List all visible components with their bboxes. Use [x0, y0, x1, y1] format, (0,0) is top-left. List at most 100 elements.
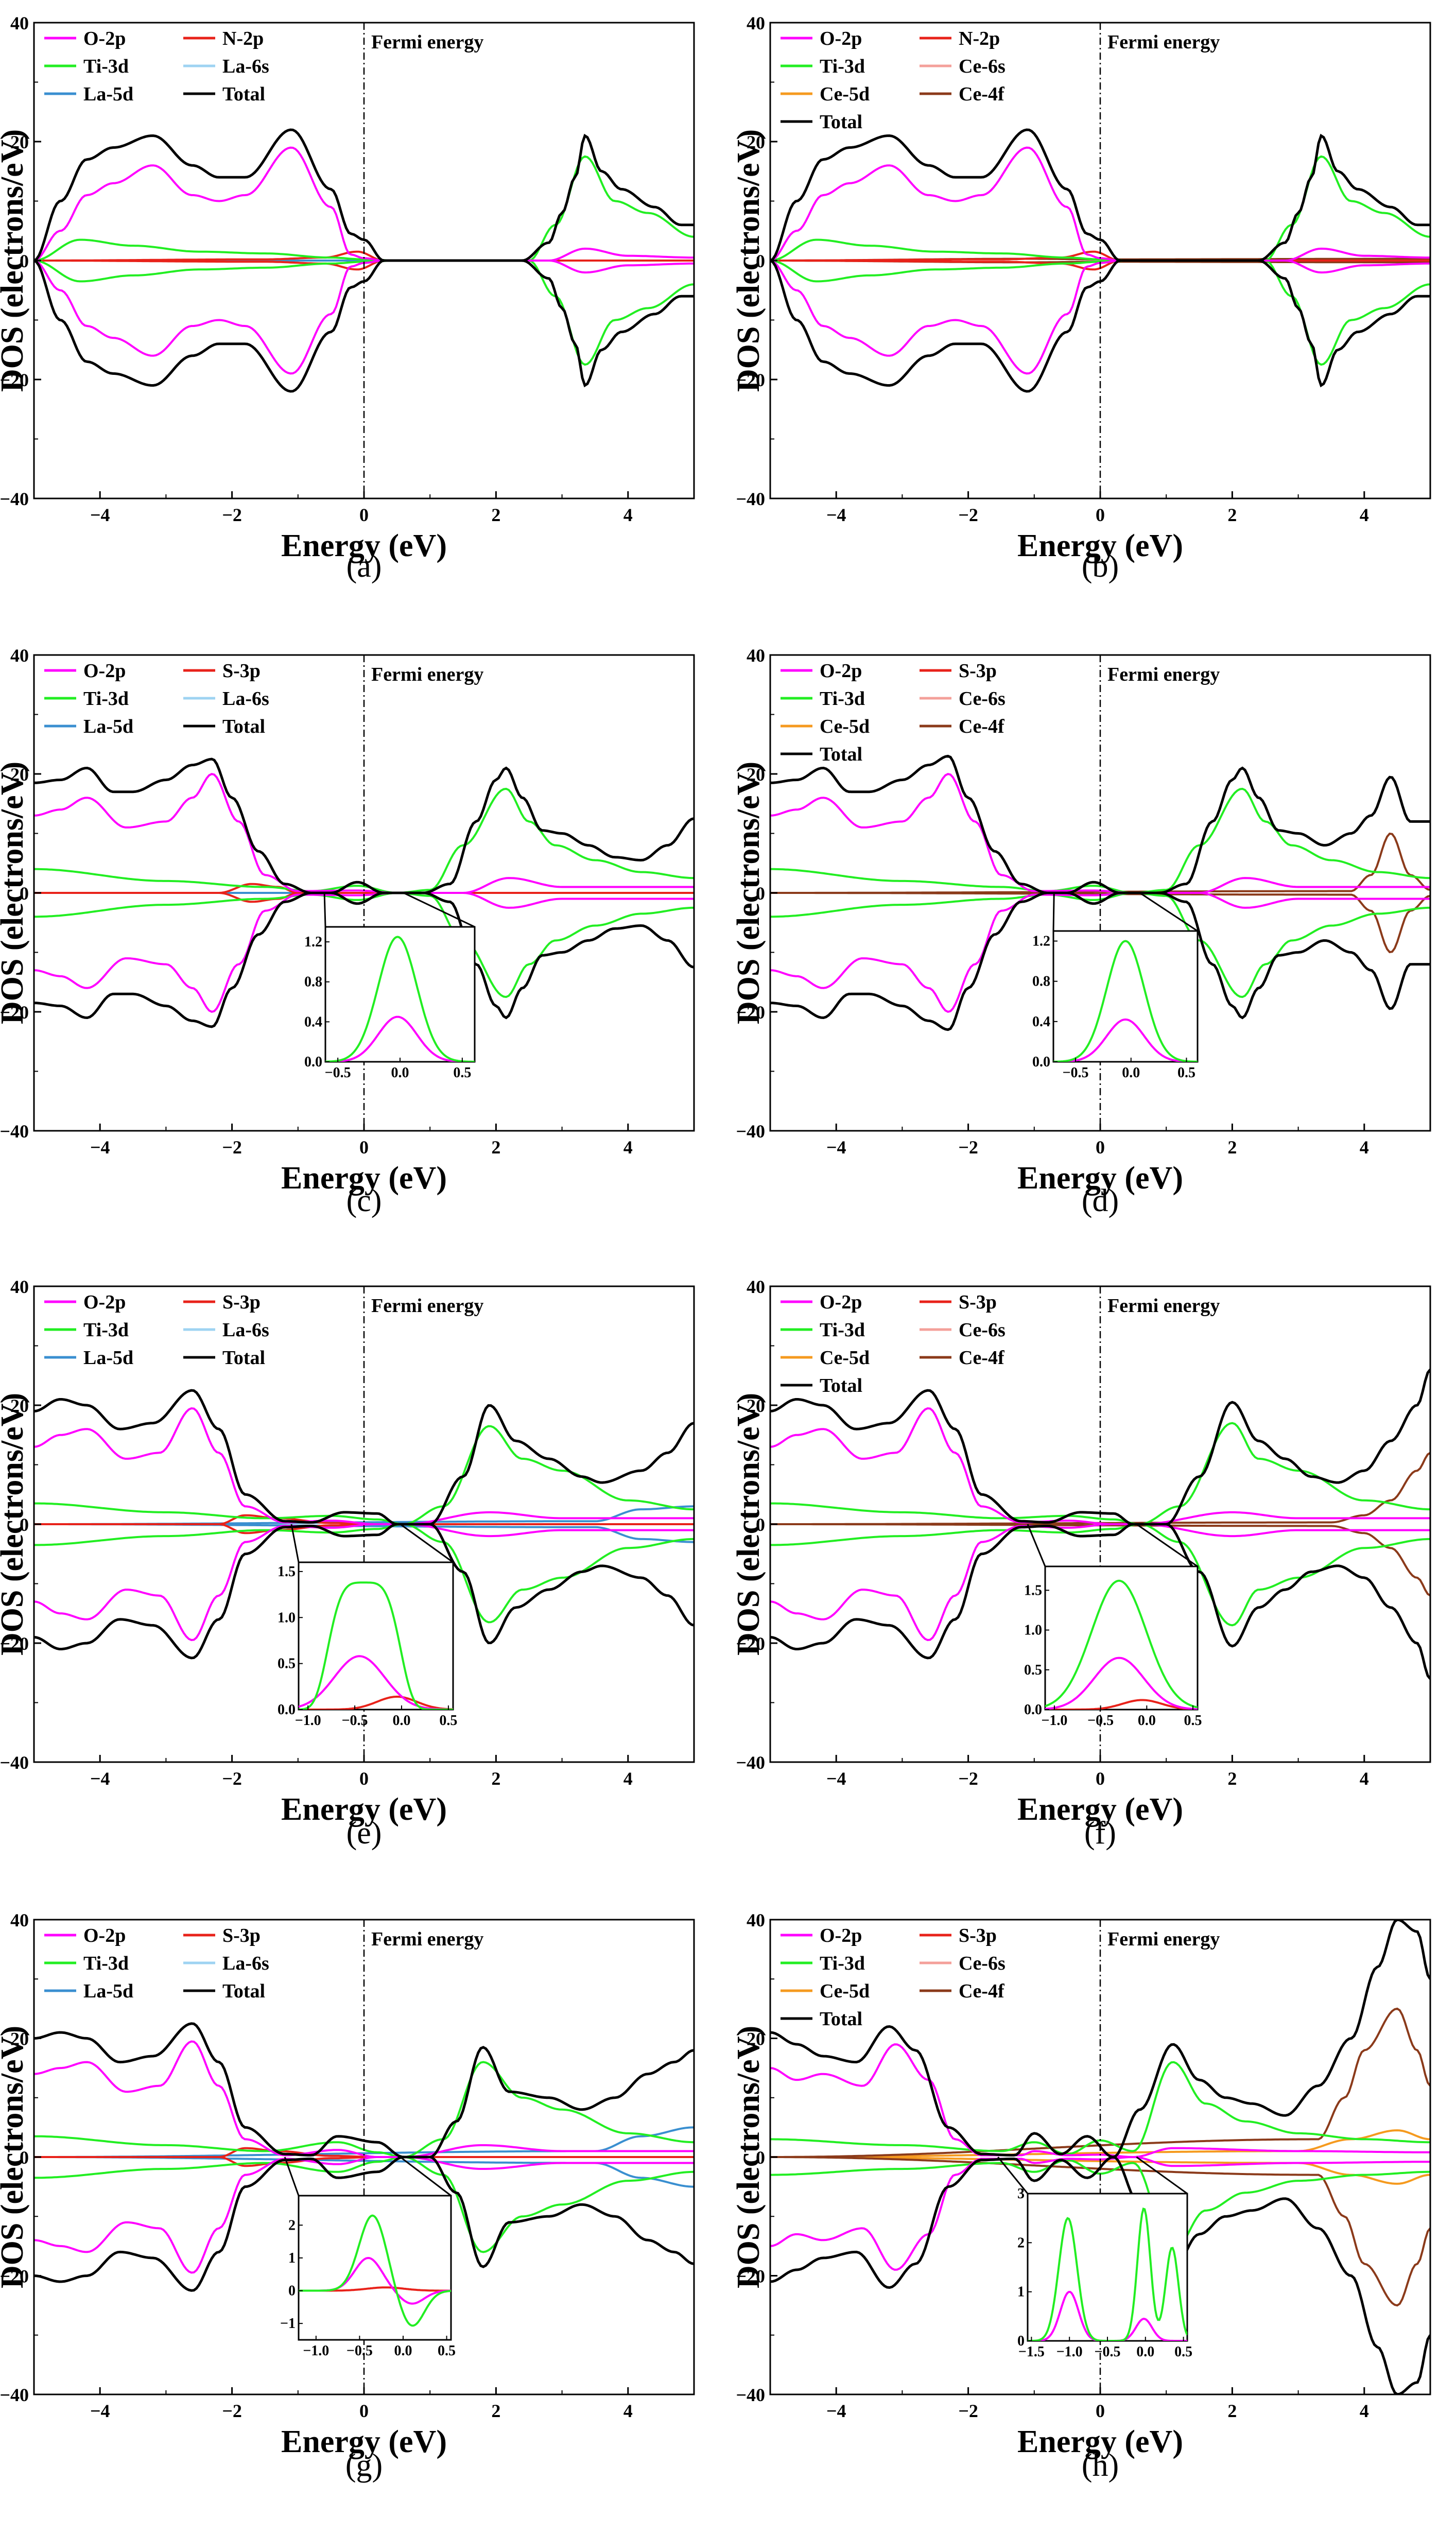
inset: −1.0 −0.5 0.0 0.5 −1 0 1 2 [280, 2156, 456, 2359]
legend-label-o-2p: O-2p [820, 28, 862, 49]
inset-y-tick-label: 0.8 [304, 974, 322, 990]
y-tick-label: −20 [736, 370, 765, 390]
zoom-line-right [1139, 892, 1198, 932]
legend: O-2p S-3p Ti-3d La-6s La-5d Total [44, 660, 269, 737]
inset-series-ti-3d [1053, 940, 1198, 1062]
legend-label-ti-3d: Ti-3d [83, 1319, 129, 1341]
inset-curves [325, 936, 475, 1062]
y-tick-label: 40 [10, 1910, 29, 1930]
legend-label-total: Total [820, 2008, 862, 2030]
inset-x-tick-label: −0.5 [1087, 1713, 1114, 1729]
x-tick-label: −4 [90, 505, 110, 525]
y-tick-label: −20 [0, 1633, 29, 1654]
x-tick-label: −4 [826, 2401, 846, 2421]
inset-y-tick-label: 1.5 [1024, 1582, 1042, 1598]
inset-curves [299, 1581, 453, 1710]
x-axis-label: Energy (eV) [1017, 2424, 1183, 2459]
legend-label-ce-6s: Ce-6s [959, 1953, 1006, 1974]
x-tick-label: 4 [1360, 505, 1369, 525]
y-tick-label: 40 [10, 13, 29, 33]
inset: −1.5 −1.0 −0.5 0.0 0.5 0 1 2 3 [997, 2156, 1192, 2360]
inset-frame [298, 2195, 452, 2341]
inset-x-tick-label: 0.5 [439, 1713, 457, 1729]
panel-label: (g) [345, 2448, 383, 2483]
zoom-line-right [400, 2156, 452, 2197]
series-o-2p-spin-down [770, 1523, 1430, 1642]
legend-label-o-2p: O-2p [83, 28, 126, 49]
inset-y-tick-label: 1 [1017, 2284, 1025, 2300]
series-total-spin-down [770, 1523, 1430, 1680]
inset-y-tick-label: 0.5 [1024, 1662, 1042, 1678]
legend-label-o-2p: O-2p [820, 660, 862, 682]
legend-label-total: Total [820, 111, 862, 133]
legend: O-2p S-3p Ti-3d La-6s La-5d Total [44, 1925, 269, 2002]
inset-frame [298, 1561, 454, 1711]
y-tick-label: −40 [0, 489, 29, 509]
inset-x-tick-label: −1.0 [303, 2343, 329, 2359]
inset-y-tick-label: 0.5 [278, 1656, 296, 1672]
inset-series-o-2p [299, 1655, 453, 1710]
zoom-line-right [1136, 2156, 1188, 2195]
legend-label-ti-3d: Ti-3d [820, 688, 865, 710]
inset-series-ti-3d [325, 936, 475, 1062]
series-total-spin-up [770, 128, 1430, 262]
panel-label: (e) [346, 1816, 382, 1851]
x-tick-label: 2 [491, 1768, 500, 1789]
legend-label-ti-3d: Ti-3d [820, 1319, 865, 1341]
legend-label-o-2p: O-2p [820, 1925, 862, 1946]
zoom-line-left [323, 892, 326, 927]
y-tick-label: 40 [747, 1910, 765, 1930]
x-tick-label: −2 [222, 505, 242, 525]
series-total-spin-down [34, 891, 694, 1028]
x-tick-label: −4 [90, 1137, 110, 1158]
legend-label-total: Total [222, 716, 265, 737]
x-tick-label: −2 [958, 505, 978, 525]
y-tick-label: 20 [747, 764, 765, 785]
zoom-line-right [400, 1523, 454, 1563]
inset-y-tick-label: −1 [280, 2316, 296, 2332]
legend-label-la-6s: La-6s [222, 1953, 269, 1974]
legend-label-o-2p: O-2p [83, 660, 126, 682]
series-ti-3d-spin-up [34, 155, 694, 262]
y-tick-label: −20 [736, 1633, 765, 1654]
inset-series-ti-3d [299, 1581, 453, 1710]
legend: O-2p N-2p Ti-3d Ce-6s Ce-5d Ce-4f Total [781, 28, 1006, 133]
x-tick-label: 4 [623, 1137, 633, 1158]
inset-y-tick-label: 1 [288, 2250, 296, 2266]
x-tick-label: 0 [359, 505, 369, 525]
series-s-3p-spin-down [34, 892, 694, 903]
series-total-spin-down [34, 2155, 694, 2292]
zoom-line-left [1027, 1524, 1046, 1567]
series-total-spin-up [34, 128, 694, 262]
legend-label-total: Total [820, 744, 862, 765]
legend-label-s-3p: S-3p [222, 1291, 261, 1313]
series-s-3p-spin-down [34, 2156, 694, 2167]
y-tick-label: −20 [0, 1002, 29, 1023]
inset-x-tick-label: −0.5 [325, 1065, 351, 1081]
x-tick-label: −4 [90, 2401, 110, 2421]
zoom-line-left [290, 1524, 300, 1563]
panel-label: (a) [346, 549, 382, 584]
x-tick-label: −2 [222, 1137, 242, 1158]
series-total-spin-down [34, 1523, 694, 1660]
x-axis-label: Energy (eV) [1017, 1792, 1183, 1827]
y-tick-label: 40 [747, 1277, 765, 1297]
legend-label-la-5d: La-5d [83, 1980, 133, 2002]
legend-label-ce-6s: Ce-6s [959, 688, 1006, 710]
x-tick-label: 2 [491, 505, 500, 525]
series-o-2p-spin-down [34, 1523, 694, 1642]
legend: O-2p N-2p Ti-3d La-6s La-5d Total [44, 28, 269, 105]
inset-x-tick-label: −1.5 [1018, 2344, 1045, 2360]
inset-x-tick-label: 0.0 [1122, 1065, 1140, 1081]
inset: −0.5 0.0 0.5 0.0 0.4 0.8 1.2 [1032, 892, 1199, 1081]
legend-label-ce-5d: Ce-5d [820, 83, 870, 105]
y-axis-label: DOS (electrons/eV) [0, 129, 30, 392]
inset-series-ti-3d [1045, 1579, 1198, 1709]
legend-label-n-2p: N-2p [222, 28, 264, 49]
y-axis-label: DOS (electrons/eV) [731, 129, 766, 392]
y-tick-label: −40 [0, 1121, 29, 1142]
